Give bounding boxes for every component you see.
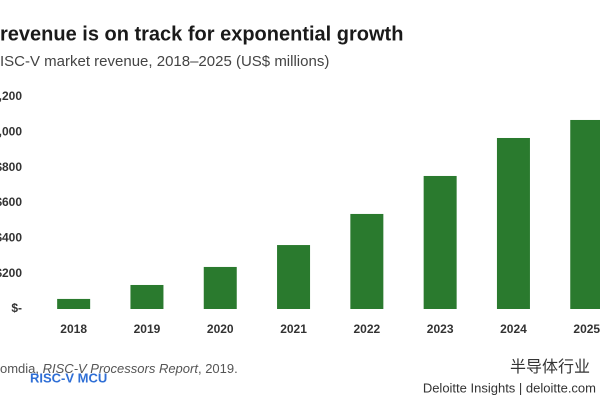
- y-tick-label: $400: [0, 231, 22, 245]
- x-tick-label: 2022: [353, 322, 380, 336]
- bar: [130, 284, 164, 309]
- x-tick-label: 2020: [207, 322, 234, 336]
- credit: Deloitte Insights | deloitte.com: [423, 380, 596, 395]
- bar: [496, 137, 530, 309]
- source-suffix: , 2019.: [198, 361, 238, 376]
- y-tick-label: $800: [0, 160, 22, 174]
- watermark: 半导体行业: [510, 358, 590, 376]
- bar: [57, 298, 91, 309]
- chart-subtitle: ISC-V market revenue, 2018–2025 (US$ mil…: [0, 53, 329, 70]
- y-tick-label: $1,200: [0, 89, 22, 103]
- watermark: RISC-V MCU: [30, 370, 107, 385]
- bar: [423, 175, 457, 309]
- x-tick-label: 2023: [427, 322, 454, 336]
- y-tick-label: $1,000: [0, 125, 22, 139]
- x-tick-label: 2021: [280, 322, 307, 336]
- source-report: RISC-V Processors Report: [43, 361, 200, 376]
- bar: [277, 245, 311, 309]
- y-tick-label: $200: [0, 266, 22, 280]
- source: omdia, RISC-V Processors Report, 2019.: [0, 361, 238, 376]
- source-prefix: omdia,: [0, 361, 43, 376]
- bar: [350, 213, 384, 309]
- chart-title: revenue is on track for exponential grow…: [0, 23, 403, 45]
- x-tick-label: 2019: [134, 322, 161, 336]
- bar: [570, 119, 600, 309]
- y-tick-label: $600: [0, 195, 22, 209]
- y-tick-label: $-: [11, 301, 22, 315]
- x-tick-label: 2024: [500, 322, 527, 336]
- x-tick-label: 2018: [60, 322, 87, 336]
- x-tick-label: 2025: [573, 322, 600, 336]
- bar: [203, 266, 237, 309]
